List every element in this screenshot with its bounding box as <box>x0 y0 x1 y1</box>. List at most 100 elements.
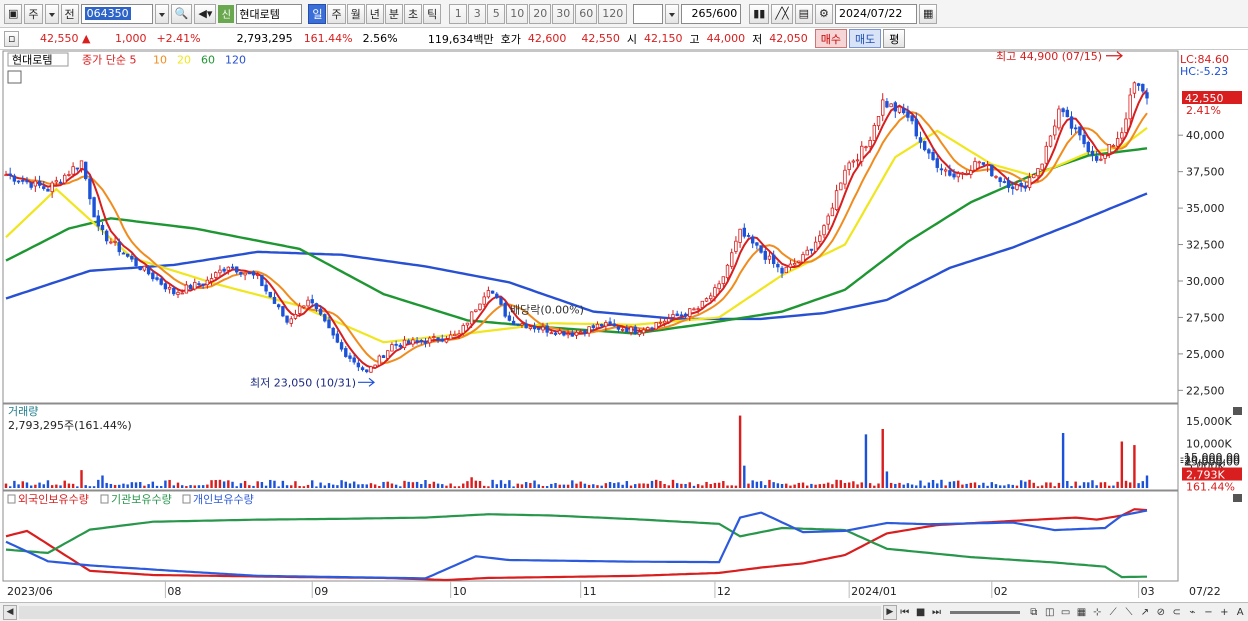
gear-icon[interactable]: ⚙ <box>814 3 833 24</box>
zoom-slider[interactable] <box>950 610 1020 614</box>
fibonacci-icon[interactable]: ⊘ <box>1156 606 1165 618</box>
interval-tab-30[interactable]: 30 <box>552 3 575 24</box>
volume-bar <box>281 480 285 488</box>
volume-bar <box>1003 485 1006 488</box>
sell-button[interactable]: 매도 <box>848 29 882 48</box>
horizontal-scrollbar[interactable] <box>18 605 881 619</box>
candle-body <box>1061 108 1065 113</box>
save-icon[interactable]: ▤ <box>794 3 813 24</box>
zoom-out-icon[interactable]: − <box>1204 606 1213 618</box>
tile-icon[interactable]: ◫ <box>1044 606 1055 618</box>
period-tab-틱[interactable]: 틱 <box>423 3 442 24</box>
holdings-tick-label: -25,000,00 <box>1180 455 1240 468</box>
scroll-left-icon[interactable]: ◀ <box>3 604 17 620</box>
period-tab-초[interactable]: 초 <box>403 3 423 24</box>
text-tool-icon[interactable]: ⌁ <box>1189 606 1196 618</box>
volume-close-icon[interactable] <box>1233 407 1242 415</box>
chart-config-icon[interactable]: ▣ <box>4 3 23 24</box>
panel-icon[interactable]: ▭ <box>1060 606 1071 618</box>
crosshair-icon[interactable]: ⊹ <box>1093 606 1102 618</box>
candle-body <box>1015 184 1019 190</box>
stock-code-input[interactable]: 064350 <box>80 3 153 24</box>
stock-name[interactable]: 현대로템 <box>236 3 303 24</box>
interval-tab-20[interactable]: 20 <box>529 3 552 24</box>
volume-bar <box>1124 480 1128 488</box>
volume-bar <box>97 479 100 488</box>
rewind-icon[interactable]: ⏮ <box>900 606 910 618</box>
holdings-legend-box[interactable] <box>182 494 191 504</box>
interval-tabs: 1 3 5 10 20 30 60 120 <box>449 3 628 24</box>
candle-body <box>713 287 717 298</box>
candle-body <box>352 357 356 363</box>
drawing-tool-icon[interactable]: ╱╳ <box>771 3 793 24</box>
low-price: 42,050 <box>769 32 808 45</box>
volume-bar <box>797 482 801 488</box>
window-layout-icon[interactable]: ⧉ <box>1030 606 1038 618</box>
candle-body <box>679 314 684 317</box>
speaker-icon[interactable]: ◀▾ <box>194 3 217 24</box>
interval-tab-120[interactable]: 120 <box>598 3 628 24</box>
magnet-icon[interactable]: ⊂ <box>1172 606 1181 618</box>
candle-body <box>306 299 310 307</box>
lc-label: LC:84.60 <box>1180 53 1229 66</box>
period-tab-일[interactable]: 일 <box>308 3 327 24</box>
calendar-icon[interactable]: ▦ <box>918 3 938 24</box>
volume-bar <box>428 483 431 488</box>
interval-tab-3[interactable]: 3 <box>468 3 487 24</box>
draw-trend-icon[interactable]: ↗ <box>1140 606 1150 618</box>
draw-line-icon[interactable]: ⟋ <box>1109 606 1117 618</box>
candle-body <box>516 323 520 326</box>
interval-tab-60[interactable]: 60 <box>575 3 598 24</box>
forward-icon[interactable]: ⏭ <box>932 606 941 618</box>
scroll-right-icon[interactable]: ▶ <box>882 604 897 620</box>
interval-tab-1[interactable]: 1 <box>449 3 468 24</box>
volume-bar <box>667 485 670 488</box>
volume-bar <box>218 479 222 488</box>
chart-canvas[interactable]: 40,000 37,500 35,000 32,500 30,000 27,500 25,0… <box>0 50 1248 602</box>
volume-bar <box>642 483 645 488</box>
period-selector[interactable]: 주 <box>24 3 43 24</box>
candle-type-icon[interactable]: ▮▮ <box>749 3 770 24</box>
stop-icon[interactable]: ■ <box>915 606 926 618</box>
avg-button[interactable]: 평 <box>883 29 906 48</box>
candle-body <box>71 166 75 175</box>
candle-body <box>897 106 902 113</box>
holdings-legend-box[interactable] <box>7 494 16 504</box>
count-input[interactable]: 265/600 <box>681 3 742 24</box>
calculator-icon[interactable] <box>7 70 22 84</box>
holdings-legend-box[interactable] <box>100 494 109 504</box>
candle-body <box>801 254 805 263</box>
code-dropdown[interactable] <box>154 3 169 24</box>
interval-tab-5[interactable]: 5 <box>487 3 506 24</box>
interval-tab-10[interactable]: 10 <box>506 3 529 24</box>
candle-body <box>625 327 629 333</box>
period-tab-년[interactable]: 년 <box>365 3 384 24</box>
buy-button[interactable]: 매수 <box>814 29 847 48</box>
search-icon[interactable]: 🔍 <box>170 3 193 24</box>
date-input[interactable]: 2024/07/22 <box>834 3 917 24</box>
price-change-pct: +2.41% <box>156 32 201 45</box>
period-tab-분[interactable]: 분 <box>384 3 403 24</box>
custom-interval-input[interactable] <box>633 3 664 24</box>
period-dropdown[interactable] <box>44 3 59 24</box>
quote-menu-icon[interactable]: ▫ <box>4 30 20 47</box>
candle-body <box>1057 108 1061 129</box>
candle-body <box>243 272 247 276</box>
legend-name-box[interactable] <box>7 52 69 67</box>
interval-dropdown[interactable] <box>665 3 680 24</box>
period-tab-주[interactable]: 주 <box>327 3 346 24</box>
prev-button[interactable]: 전 <box>60 3 79 24</box>
volume-value: 2,793,295 <box>236 32 293 45</box>
volume-bar <box>42 484 45 488</box>
zoom-in-icon[interactable]: + <box>1220 606 1229 618</box>
volume-bar <box>298 486 301 488</box>
volume-bar <box>248 485 251 488</box>
draw-ray-icon[interactable]: ⟍ <box>1125 606 1133 618</box>
chart-area[interactable]: 40,000 37,500 35,000 32,500 30,000 27,500 25,0… <box>0 50 1248 602</box>
grid-icon[interactable]: ▦ <box>1076 606 1087 618</box>
holdings-close-icon[interactable] <box>1233 494 1242 502</box>
auto-scale-icon[interactable]: A <box>1236 606 1244 618</box>
volume-ratio: 161.44% <box>303 32 353 45</box>
period-tab-월[interactable]: 월 <box>346 3 365 24</box>
candle-body <box>142 265 147 271</box>
